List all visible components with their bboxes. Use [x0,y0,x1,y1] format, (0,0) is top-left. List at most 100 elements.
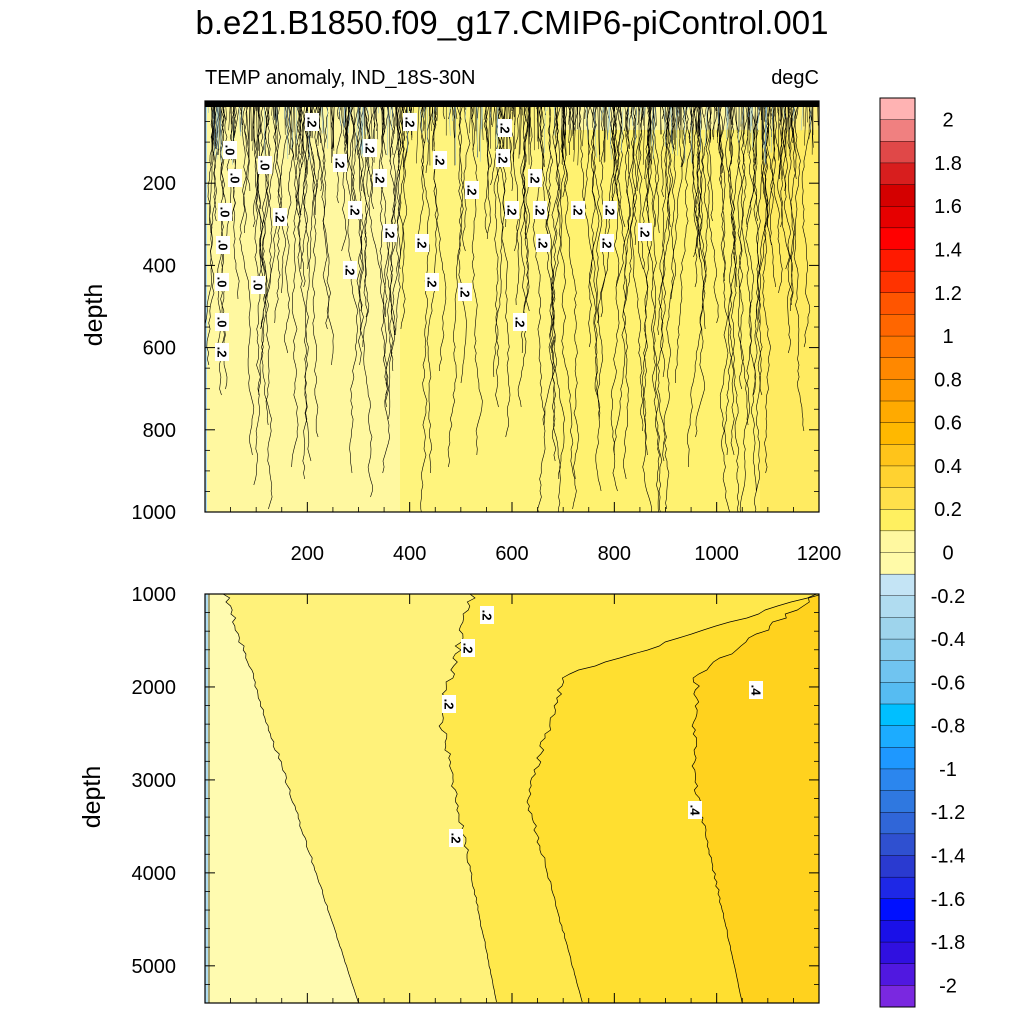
contour-line [321,101,325,145]
contour-label: .2 [505,201,520,219]
contour-label: .2 [528,169,543,187]
contour-line [750,101,753,148]
subtitle-variable: TEMP anomaly, IND_18S-30N [205,67,475,89]
lower-plot-area: .2 .2 .2 .2 .4 .4 [205,594,819,1003]
contour-line [665,101,673,228]
contour-line [216,101,218,150]
contour-line [620,101,624,153]
colorbar-swatch [879,725,916,748]
colorbar-label: 0.4 [934,456,962,478]
contour-line [780,101,783,140]
svg-text:.2: .2 [480,610,495,621]
contour-line [634,101,638,144]
contour-line [237,101,243,126]
field-band [205,594,359,1003]
contour-line [767,101,770,147]
contour-line [361,101,365,157]
contour-line [588,101,602,492]
colorbar-swatch [879,941,916,965]
contour-line [519,101,523,155]
contour-line [455,101,467,384]
contour-line [252,101,262,294]
contour-line [284,101,294,354]
contour-line [513,101,517,162]
contour-line [622,101,638,480]
contour-line [378,101,389,318]
contour-line [801,101,812,348]
contour-line [355,101,363,192]
contour-line [674,101,676,145]
contour-line [678,101,681,126]
x-tick-label: 1000 [694,543,739,565]
upper-panel: .0 .0 .0 .0 .0 .0 .0 .0 .2 .2 .2 .2 .2 .2 .2 .2 .2 .2 .2 .2… [80,100,841,565]
contour-line [705,101,719,324]
contour-line [361,101,364,154]
contour-line [350,101,373,498]
contour-line [387,101,407,420]
contour-line [764,101,768,165]
contour-line [470,101,483,456]
contour-line [763,101,767,162]
svg-text:.2: .2 [536,238,551,249]
svg-text:.2: .2 [528,173,543,184]
contour-line [429,101,431,166]
contour-line [754,101,758,165]
contour-line [494,101,498,151]
contour-line [536,101,561,480]
svg-text:.0: .0 [215,277,230,288]
contour-line [778,101,783,180]
contour-line [484,101,492,240]
colorbar-label: 2 [942,110,953,132]
contour-label: .2 [458,283,473,301]
contour-label: .2 [536,234,551,252]
contour-line [322,101,334,366]
contour-line [543,101,546,153]
contour-line [568,101,572,143]
colorbar-label: -1.6 [931,889,965,911]
colorbar-swatch [879,249,916,272]
contour-label: .2 [571,201,586,219]
contour-line [593,101,597,158]
contour-line [433,101,435,147]
contour-line [520,101,531,354]
contour-line [724,101,737,456]
svg-text:.0: .0 [215,317,230,328]
contour-line [648,101,653,165]
contour-line [674,101,678,151]
colorbar-label: -0.8 [931,716,965,738]
contour-line [607,101,609,141]
colorbar-swatch [879,812,916,835]
contour-label: .2 [533,201,548,219]
contour-line [353,101,356,154]
svg-text:.4: .4 [688,805,703,817]
contour-line [253,101,255,155]
y-tick-label: 1000 [132,502,177,524]
contour-line [650,101,654,147]
contour-line [291,101,305,468]
svg-text:.0: .0 [228,173,243,184]
contour-line [610,101,631,456]
colorbar-swatch [879,465,916,489]
contour-line [536,101,539,150]
colorbar-swatch [879,747,916,770]
contour-line [605,101,608,140]
contour-line [611,101,623,204]
svg-text:.2: .2 [638,227,653,238]
colorbar-label: -0.4 [931,629,965,651]
upper-ylabel: depth [80,284,108,347]
colorbar-swatch [879,617,916,640]
contour-line [692,101,694,164]
contour-line [479,101,483,162]
contour-label: .0 [228,169,243,187]
contour-line [357,101,365,366]
contour-label: .2 [513,313,528,331]
contour-line [307,101,311,162]
contour-line [362,101,369,318]
contour-label: .4 [749,681,764,699]
contour-line [379,101,391,474]
svg-text:.2: .2 [449,833,464,844]
colorbar-swatch [879,119,916,142]
svg-text:.2: .2 [273,212,288,223]
contour-line [431,101,435,126]
contour-line [597,101,600,162]
